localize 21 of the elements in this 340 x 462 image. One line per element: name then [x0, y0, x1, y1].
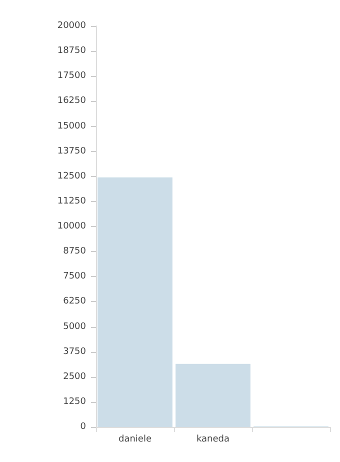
y-tick-label: 10000 [57, 222, 86, 232]
y-tick-label: 11250 [57, 196, 86, 206]
y-tick-label: 15000 [57, 121, 86, 132]
y-tick-label: 5000 [63, 322, 86, 332]
y-tick-label: 8750 [63, 246, 86, 257]
x-tick-label: daniele [118, 434, 152, 444]
y-tick-label: 12500 [57, 171, 86, 182]
y-tick-label: 13750 [57, 146, 86, 156]
bar [176, 364, 250, 427]
y-tick-label: 7500 [63, 272, 86, 282]
y-tick-label: 2500 [63, 372, 86, 382]
bar [98, 177, 172, 427]
y-tick-label: 18750 [57, 46, 86, 56]
y-tick-label: 20000 [57, 21, 86, 31]
y-tick-label: 0 [80, 422, 86, 432]
y-tick-label: 6250 [63, 296, 86, 307]
y-tick-label: 17500 [57, 71, 86, 82]
y-tick-label: 16250 [57, 96, 86, 106]
x-tick-label: kaneda [196, 434, 230, 444]
y-tick-label: 1250 [63, 396, 86, 407]
y-tick-label: 3750 [63, 346, 86, 357]
